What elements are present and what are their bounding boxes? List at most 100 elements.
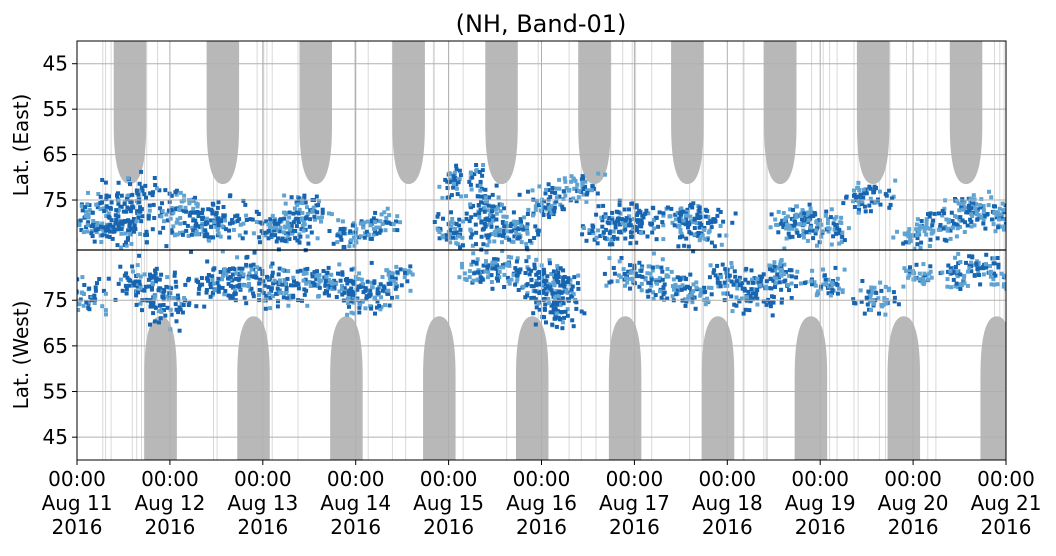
- detection-cell: [576, 195, 581, 200]
- detection-cell: [809, 279, 814, 284]
- detection-cell: [314, 194, 319, 199]
- detection-cell: [974, 210, 979, 215]
- detection-cell: [691, 282, 696, 287]
- detection-cell: [789, 274, 794, 279]
- detection-cell: [533, 204, 538, 209]
- detection-cell: [550, 322, 555, 327]
- detection-cell: [304, 281, 309, 286]
- detection-cell: [101, 206, 106, 211]
- detection-cell: [755, 288, 760, 292]
- detection-cell: [454, 167, 459, 172]
- detection-cell: [500, 263, 505, 268]
- detection-cell: [819, 229, 824, 234]
- detection-cell: [1008, 267, 1012, 271]
- detection-cell: [684, 277, 689, 282]
- detection-cell: [376, 290, 381, 295]
- detection-cell: [826, 217, 830, 221]
- detection-cell: [752, 276, 757, 281]
- detection-cell: [535, 271, 540, 276]
- detection-cell: [872, 301, 877, 306]
- detection-cell: [488, 213, 492, 218]
- detection-cell: [669, 269, 674, 274]
- detection-cell: [968, 196, 973, 201]
- detection-cell: [300, 298, 304, 303]
- detection-cell: [631, 227, 636, 231]
- detection-cell: [274, 239, 279, 244]
- detection-cell: [662, 282, 667, 287]
- detection-cell: [471, 251, 476, 256]
- detection-cell: [444, 237, 449, 242]
- detection-cell: [611, 234, 616, 239]
- detection-cell: [720, 262, 725, 267]
- detection-cell: [753, 287, 757, 292]
- x-tick-label-line: 2016: [423, 515, 474, 539]
- detection-cell: [383, 303, 387, 308]
- detection-cell: [457, 177, 462, 182]
- detection-cell: [617, 259, 622, 264]
- detection-cell: [99, 224, 103, 229]
- detection-cell: [106, 276, 111, 281]
- detection-cell: [234, 271, 239, 276]
- detection-cell: [292, 279, 296, 284]
- detection-cell: [240, 236, 245, 241]
- detection-cell: [768, 225, 773, 230]
- detection-cell: [452, 170, 457, 175]
- detection-cell: [205, 275, 210, 280]
- detection-cell: [984, 265, 989, 270]
- detection-cell: [797, 222, 801, 227]
- detection-cell: [779, 221, 784, 226]
- detection-cell: [596, 228, 601, 233]
- detection-cell: [432, 220, 437, 224]
- detection-cell: [590, 228, 595, 233]
- detection-cell: [441, 235, 446, 240]
- detection-cell: [890, 196, 895, 201]
- detection-cell: [1021, 267, 1025, 271]
- detection-cell: [560, 326, 565, 331]
- detection-cell: [497, 230, 502, 235]
- detection-cell: [529, 296, 534, 300]
- detection-cell: [148, 276, 153, 281]
- detection-cell: [283, 211, 288, 215]
- detection-cell: [639, 281, 644, 286]
- detection-cell: [528, 238, 532, 243]
- detection-cell: [341, 228, 346, 233]
- detection-cell: [163, 188, 168, 193]
- detection-cell: [270, 294, 275, 299]
- detection-cell: [901, 284, 906, 289]
- detection-cell: [447, 235, 452, 240]
- detection-cell: [227, 235, 232, 240]
- detection-cell: [312, 270, 317, 275]
- detection-cell: [287, 210, 292, 215]
- detection-cell: [516, 227, 521, 232]
- detection-cell: [695, 212, 700, 217]
- detection-cell: [68, 282, 72, 286]
- detection-cell: [497, 265, 502, 270]
- detection-cell: [168, 307, 173, 312]
- detection-cell: [805, 238, 810, 243]
- detection-cell: [173, 190, 178, 195]
- detection-cell: [963, 220, 967, 225]
- detection-cell: [764, 302, 769, 307]
- detection-cell: [647, 288, 652, 293]
- detection-cell: [654, 278, 659, 283]
- detection-cell: [712, 268, 717, 273]
- detection-cell: [774, 281, 779, 286]
- detection-cell: [452, 181, 456, 186]
- detection-cell: [91, 219, 96, 223]
- detection-cell: [151, 202, 156, 207]
- detection-cell: [572, 275, 577, 280]
- detection-cell: [321, 269, 326, 273]
- detection-cell: [577, 188, 582, 193]
- detection-cell: [340, 272, 345, 277]
- detection-cell: [467, 275, 472, 280]
- detection-cell: [287, 221, 292, 226]
- detection-cell: [779, 273, 784, 278]
- detection-cell: [251, 294, 256, 299]
- detection-cell: [297, 211, 301, 216]
- detection-cell: [815, 243, 819, 248]
- detection-cell: [519, 223, 524, 228]
- detection-cell: [126, 176, 131, 181]
- x-tick-label: 00:00 Aug 15 2016: [413, 467, 484, 539]
- detection-cell: [865, 302, 870, 307]
- detection-cell: [489, 280, 494, 284]
